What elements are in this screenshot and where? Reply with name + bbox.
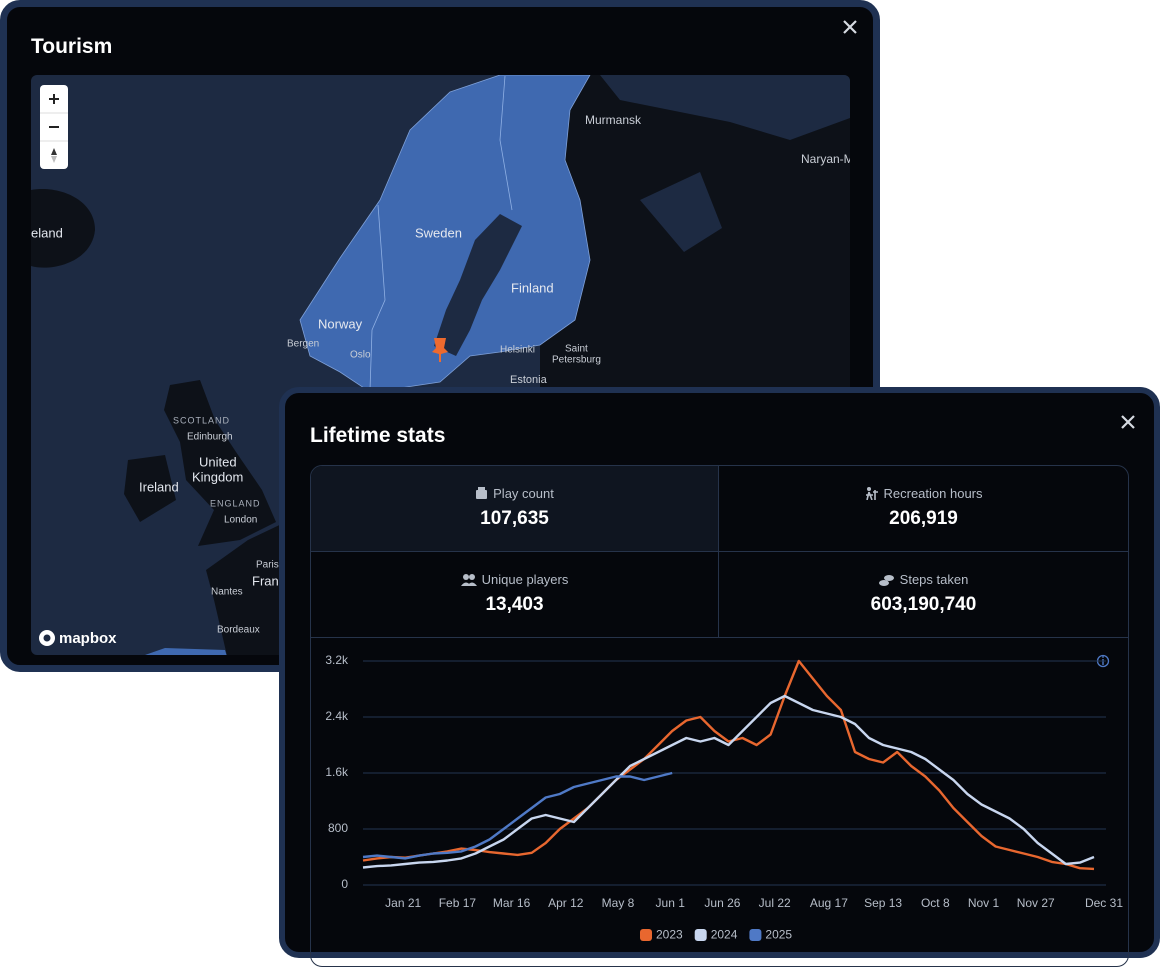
stats-card: Play count 107,635 Recreation hours 206,…: [310, 465, 1129, 967]
compass[interactable]: [51, 148, 57, 155]
stat-cell: Play count 107,635: [311, 466, 719, 552]
map-label: Bordeaux: [217, 625, 260, 636]
stat-value: 13,403: [485, 594, 544, 615]
stat-value: 206,919: [889, 508, 958, 529]
map-label: Naryan-Ma: [801, 152, 861, 166]
map-label: Estonia: [510, 374, 548, 386]
stat-label: Steps taken: [899, 572, 969, 587]
map-label: Edinburgh: [187, 432, 233, 443]
stat-cell: Recreation hours 206,919: [719, 466, 1128, 552]
stat-value: 107,635: [480, 508, 549, 529]
stat-label: Recreation hours: [883, 486, 983, 501]
close-button[interactable]: [1121, 415, 1135, 429]
stat-cell: Unique players 13,403: [311, 552, 719, 638]
map-label: Paris: [256, 560, 279, 571]
map-label: Helsinki: [500, 345, 535, 356]
map-label: Nantes: [211, 587, 243, 598]
map-label: Saint: [565, 344, 588, 355]
map-label: Kingdom: [192, 469, 243, 484]
map-label: Petersburg: [552, 355, 601, 366]
stat-label: Play count: [493, 486, 554, 501]
stats-panel: Lifetime stats Play count 107,635 Recrea…: [279, 387, 1160, 967]
close-button[interactable]: [843, 20, 857, 34]
map-label: Ireland: [139, 479, 179, 494]
stat-cell: Steps taken 603,190,740: [719, 552, 1128, 638]
map-label: Finland: [511, 280, 554, 295]
map-marker[interactable]: [432, 338, 448, 362]
map-label: London: [224, 515, 257, 526]
map-label: ENGLAND: [210, 498, 261, 508]
panel-title: Lifetime stats: [310, 424, 446, 447]
map[interactable]: Murmansk Naryan-Ma eland Sweden Finland …: [0, 0, 880, 672]
map-label: Sweden: [415, 225, 462, 240]
map-label: Murmansk: [585, 113, 642, 127]
attribution[interactable]: mapbox: [59, 630, 117, 647]
map-label: United: [199, 454, 237, 469]
map-label: eland: [31, 225, 63, 240]
stat-value: 603,190,740: [870, 594, 977, 615]
map-label: Norway: [318, 316, 363, 331]
map-label: SCOTLAND: [173, 415, 230, 425]
map-label: Bergen: [287, 339, 319, 350]
zoom-in[interactable]: [49, 94, 59, 104]
stat-label: Unique players: [481, 572, 569, 587]
map-label: Oslo: [350, 350, 371, 361]
panel-title: Tourism: [31, 35, 113, 58]
